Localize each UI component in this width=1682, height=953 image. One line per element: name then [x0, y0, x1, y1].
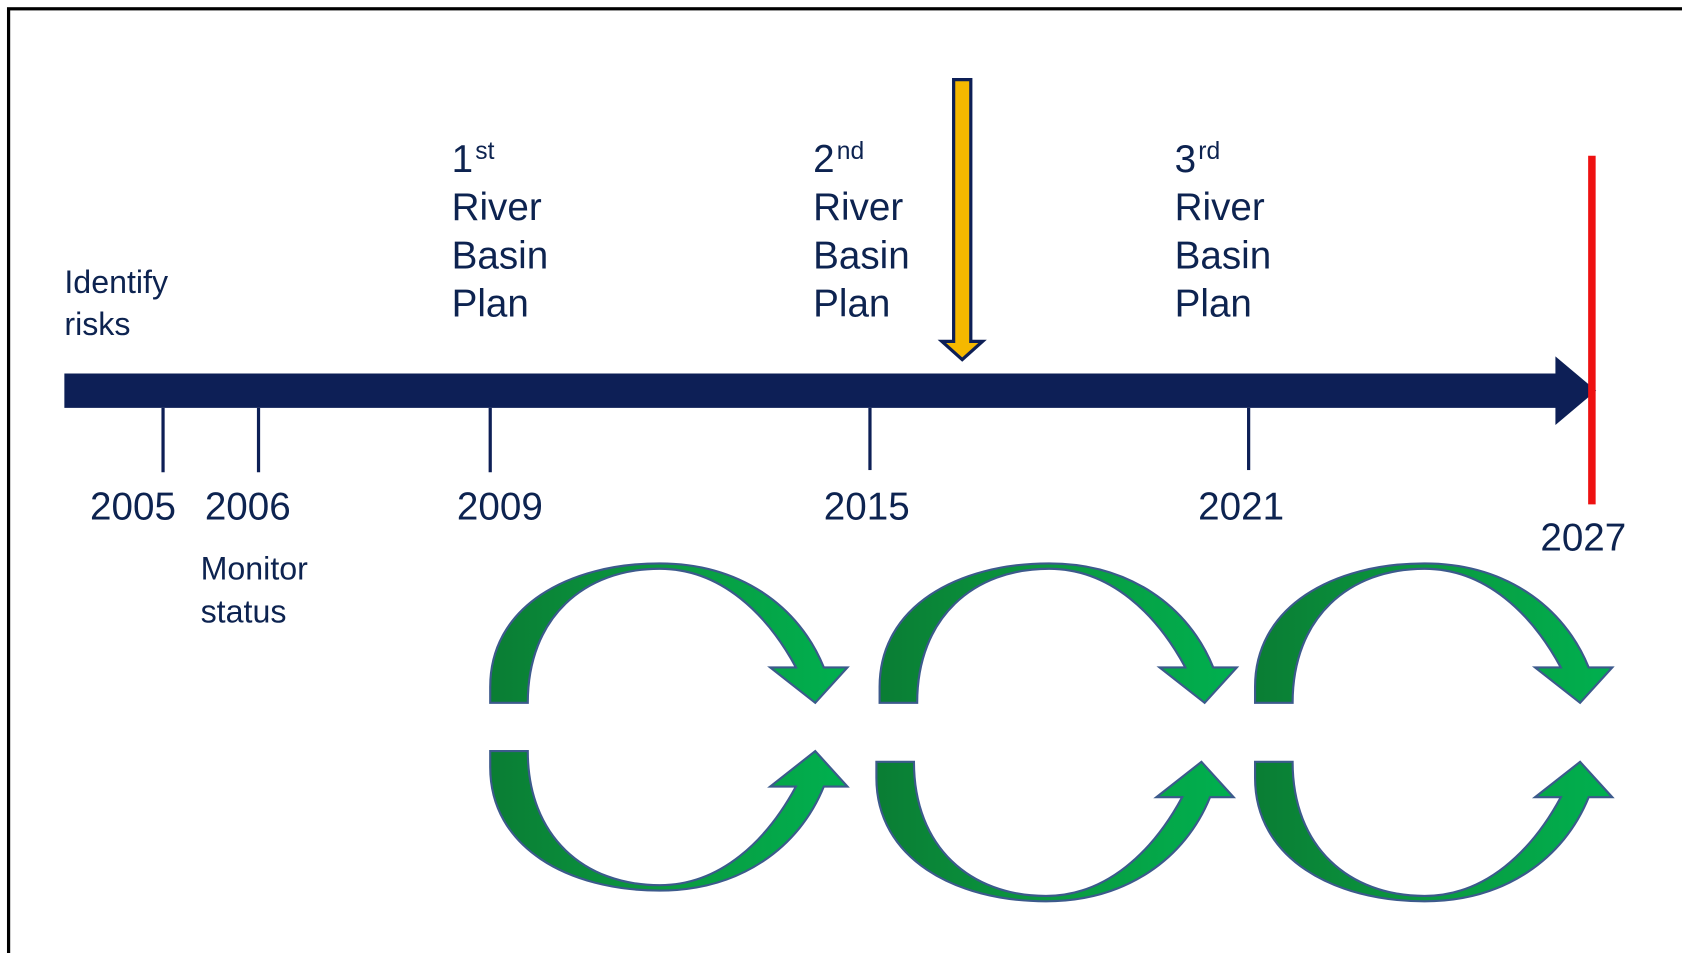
- plan-line: Basin: [1175, 234, 1272, 277]
- ordinal-suffix: st: [475, 138, 494, 165]
- plans: 1st River Basin Plan 2nd River Basin Plan 3rd Riv…: [452, 138, 1272, 326]
- plan-line: River: [1175, 186, 1265, 229]
- year: 2005: [90, 485, 176, 528]
- cycle-arrow: [875, 760, 1235, 903]
- frame: [6, 7, 1682, 953]
- ordinal-suffix: rd: [1198, 138, 1220, 165]
- plan-line: Plan: [452, 283, 529, 326]
- plan-line: Basin: [813, 234, 910, 277]
- cycle-arrow: [1253, 562, 1614, 704]
- year: 2027: [1540, 517, 1626, 560]
- notes: Identify risks Monitor status: [64, 264, 308, 629]
- plan-ordinal: 3rd: [1175, 138, 1221, 181]
- plan-line: Plan: [1175, 283, 1252, 326]
- ordinal-number: 3: [1175, 138, 1196, 181]
- ticks: [161, 407, 1251, 473]
- year: 2006: [205, 485, 291, 528]
- cycle-arrow: [878, 562, 1238, 704]
- ordinal-suffix: nd: [837, 138, 864, 165]
- plan-line: River: [452, 186, 542, 229]
- plan-line: River: [813, 186, 903, 229]
- year: 2015: [824, 485, 910, 528]
- cycles: [489, 562, 1614, 903]
- note-line: Identify: [64, 264, 169, 300]
- plan-ordinal: 1st: [452, 138, 495, 181]
- cycle-arrow: [489, 562, 849, 704]
- cycle-arrow: [1253, 760, 1614, 903]
- year: 2021: [1198, 485, 1284, 528]
- note-line: status: [201, 593, 287, 629]
- ordinal-number: 2: [813, 138, 834, 181]
- note-line: Monitor: [201, 550, 309, 586]
- timeline-arrow: [64, 356, 1597, 426]
- plan-line: Plan: [813, 283, 890, 326]
- cycle-arrow: [489, 750, 849, 892]
- years: 2005 2006 2009 2015 2021 2027: [90, 485, 1626, 559]
- now-arrow: [937, 77, 987, 362]
- ordinal-number: 1: [452, 138, 473, 181]
- year: 2009: [457, 485, 543, 528]
- note-line: risks: [64, 306, 130, 342]
- plan-ordinal: 2nd: [813, 138, 864, 181]
- plan-line: Basin: [452, 234, 549, 277]
